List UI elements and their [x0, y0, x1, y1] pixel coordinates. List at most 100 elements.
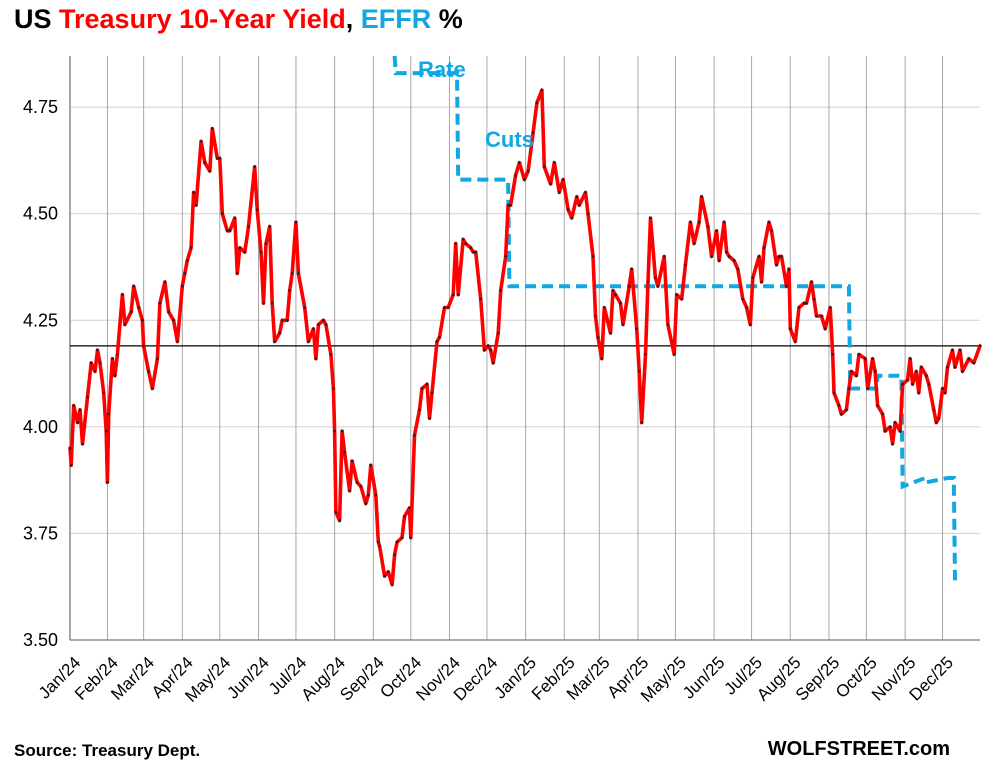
yield-point: [917, 391, 921, 395]
yield-point: [812, 297, 816, 301]
yield-point: [340, 429, 344, 433]
yield-point: [741, 297, 745, 301]
yield-point: [151, 387, 154, 390]
yield-point: [181, 284, 184, 288]
yield-point: [967, 357, 971, 361]
yield-point: [228, 229, 232, 233]
yield-point: [823, 327, 827, 331]
yield-point: [871, 357, 874, 361]
yield-point: [464, 242, 468, 245]
title-ten-year: Treasury 10-Year Yield: [59, 4, 346, 34]
yield-point: [413, 434, 416, 437]
yield-point: [491, 361, 495, 365]
yield-point: [96, 348, 99, 352]
yield-point: [451, 293, 455, 297]
yield-point: [831, 353, 834, 356]
yield-point: [908, 357, 912, 361]
yield-point: [891, 442, 894, 446]
yield-point: [943, 391, 947, 395]
yield-point: [972, 361, 976, 365]
yield-point: [810, 280, 813, 284]
yield-point: [727, 255, 731, 258]
yield-point: [935, 421, 938, 424]
yield-point: [329, 353, 333, 356]
yield-point: [958, 348, 962, 352]
yield-point: [662, 255, 666, 258]
yield-point: [855, 374, 858, 378]
x-tick-label: Sep/25: [792, 653, 844, 705]
yield-point: [847, 387, 851, 390]
yield-point: [303, 306, 307, 309]
x-tick-label: Jun/24: [223, 653, 273, 703]
yield-point: [435, 340, 439, 343]
axis-layer: 3.503.754.004.254.504.75Jan/24Feb/24Mar/…: [23, 56, 980, 706]
yield-point: [805, 301, 808, 305]
yield-point: [355, 481, 359, 484]
yield-point: [192, 191, 195, 194]
yield-point: [850, 370, 853, 373]
yield-point: [745, 306, 748, 309]
yield-point: [499, 289, 503, 292]
x-tick-label: Jun/25: [679, 653, 729, 703]
yield-point: [506, 203, 510, 207]
yield-point: [789, 327, 792, 331]
yield-point: [418, 408, 421, 412]
yield-point: [93, 370, 97, 373]
yield-point: [575, 195, 579, 198]
yield-point: [611, 289, 615, 292]
yield-point: [863, 357, 867, 361]
yield-point: [540, 88, 544, 92]
yield-point: [941, 387, 944, 390]
yield-point: [236, 272, 239, 275]
yield-point: [238, 246, 242, 250]
yield-point: [247, 225, 250, 228]
yield-point: [757, 255, 761, 258]
yield-point: [176, 340, 179, 343]
yield-point: [86, 395, 89, 399]
yield-point: [446, 306, 450, 309]
yield-point: [408, 506, 411, 510]
yield-point: [680, 297, 683, 301]
yield-point: [666, 323, 670, 326]
yield-point: [186, 259, 189, 262]
yield-point: [675, 293, 678, 297]
yield-point: [946, 365, 949, 369]
yield-point: [243, 250, 247, 254]
yield-point: [387, 570, 390, 574]
yield-point: [307, 340, 310, 343]
yield-point: [566, 208, 570, 211]
yield-point: [106, 481, 109, 484]
yield-point: [514, 174, 517, 177]
yield-point: [454, 242, 458, 245]
yield-point: [113, 374, 117, 378]
yield-point: [443, 306, 446, 309]
y-tick-label: 3.75: [23, 523, 58, 543]
yield-point: [221, 212, 224, 215]
yield-point: [211, 127, 214, 130]
yield-point: [474, 250, 478, 254]
yield-point: [584, 191, 587, 194]
yield-point: [518, 161, 521, 164]
yield-point: [334, 510, 338, 514]
yield-point: [400, 536, 404, 539]
yield-point: [901, 382, 904, 386]
yield-point: [785, 284, 788, 288]
yield-point: [932, 408, 936, 412]
yield-point: [338, 519, 341, 522]
yield-point: [549, 182, 552, 186]
yield-point: [348, 489, 351, 493]
yield-point: [978, 344, 982, 348]
title-us: US: [14, 4, 60, 34]
yield-point: [775, 263, 778, 267]
yield-point: [594, 314, 597, 318]
yield-point: [268, 225, 272, 228]
yield-point: [646, 280, 650, 284]
yield-point: [189, 246, 193, 250]
yield-point: [777, 255, 781, 258]
yield-point: [526, 169, 530, 173]
yield-point: [751, 276, 755, 280]
yield-point: [543, 165, 546, 169]
yield-point: [107, 412, 110, 416]
yield-point: [689, 220, 692, 224]
yield-point: [656, 284, 660, 288]
